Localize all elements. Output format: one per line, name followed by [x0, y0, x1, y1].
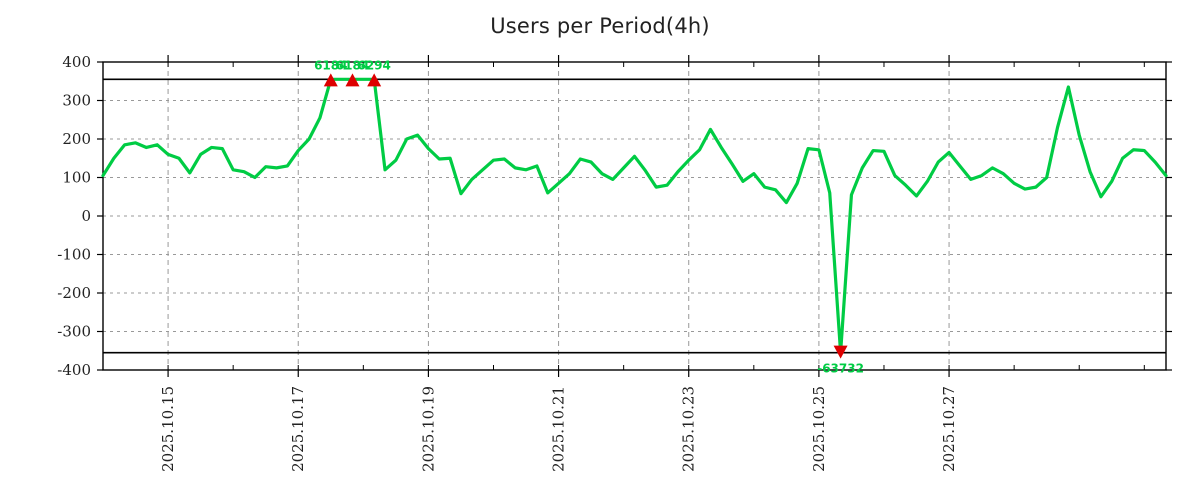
marker-value-label: -63732 — [817, 362, 864, 376]
y-tick-label: 0 — [81, 207, 91, 225]
x-tick-label: 2025.10.25 — [810, 386, 828, 472]
y-axis-ticks: 400 300 200 100 0 -100 -200 -300 -400 — [57, 53, 1172, 379]
y-tick-label: 400 — [62, 53, 91, 71]
marker-trough-triangle-down — [833, 345, 848, 359]
grid-layer — [103, 61, 1166, 371]
x-tick-label: 2025.10.17 — [289, 386, 307, 472]
y-tick-label: 200 — [62, 130, 91, 148]
series-line-users-per-period — [101, 77, 1168, 355]
data-markers — [323, 73, 848, 359]
x-tick-label: 2025.10.21 — [550, 386, 568, 472]
y-tick-label: 100 — [62, 169, 91, 187]
data-series-line — [101, 77, 1168, 355]
y-tick-label: -400 — [57, 361, 91, 379]
x-tick-label: 2025.10.27 — [940, 386, 958, 472]
y-tick-label: -300 — [57, 323, 91, 341]
marker-value-label: 6184 — [314, 58, 347, 72]
marker-value-label: 6184 — [336, 58, 369, 72]
x-axis-ticks: 2025.10.15 2025.10.17 2025.10.19 2025.10.21… — [159, 55, 958, 472]
marker-value-label: 6294 — [357, 58, 390, 72]
x-tick-label: 2025.10.19 — [419, 386, 437, 472]
marker-peak-triangle-up — [345, 73, 360, 87]
marker-peak-triangle-up — [323, 73, 338, 87]
marker-peak-triangle-up — [367, 73, 382, 87]
x-tick-label: 2025.10.15 — [159, 386, 177, 472]
x-tick-label: 2025.10.23 — [680, 386, 698, 472]
y-tick-label: 300 — [62, 92, 91, 110]
y-tick-label: -200 — [57, 284, 91, 302]
y-tick-label: -100 — [57, 246, 91, 264]
page-title: Users per Period(4h) — [490, 14, 710, 38]
